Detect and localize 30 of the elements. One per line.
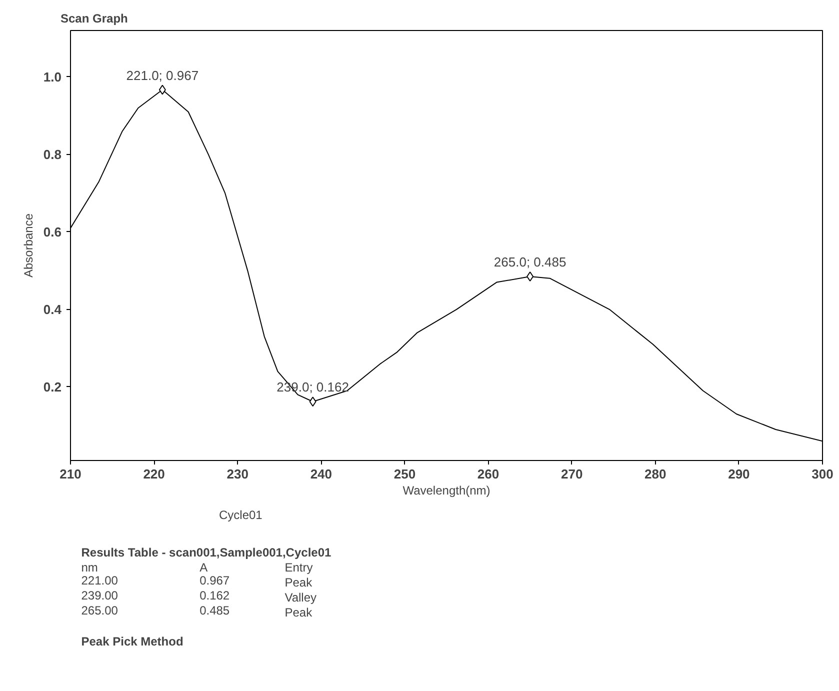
x-tick-label: 300: [812, 466, 834, 482]
x-tick-label: 240: [310, 466, 332, 482]
x-tick-label: 210: [60, 466, 82, 482]
annotation: 221.0; 0.967: [126, 68, 199, 83]
x-tick-label: 290: [728, 466, 750, 482]
point: [158, 84, 166, 95]
x-tick-label: 250: [394, 466, 416, 482]
text: 265.00 0.485 Peak: [81, 604, 312, 620]
text: nm A Entry: [81, 560, 313, 574]
text: Peak Pick Method: [81, 634, 184, 648]
annotation: 265.0; 0.485: [494, 254, 566, 270]
y-axis-title: Absorbance: [21, 213, 36, 278]
text: 239.00 0.162 Valley: [81, 588, 317, 604]
point: [526, 271, 534, 282]
x-tick-label: 260: [477, 466, 500, 482]
text: Results Table - scan001,Sample001,Cycle01: [81, 546, 332, 560]
text: Cycle01: [219, 508, 262, 522]
y-tick-label: 1.0: [43, 69, 62, 84]
text: 221.00 0.967 Peak: [81, 574, 312, 590]
y-tick-label: 0.6: [43, 224, 62, 240]
x-tick-label: 270: [560, 466, 583, 482]
x-tick-label: 280: [644, 466, 666, 482]
x-axis-title: Wavelength(nm): [402, 484, 490, 498]
y-tick-label: 0.2: [43, 379, 62, 394]
point: [309, 396, 316, 407]
x-tick-label: 230: [226, 466, 248, 482]
x-tick-label: 220: [143, 466, 165, 482]
chart-title: Scan Graph: [60, 12, 128, 26]
y-tick-label: 0.8: [43, 146, 62, 162]
y-tick-label: 0.4: [43, 302, 62, 317]
